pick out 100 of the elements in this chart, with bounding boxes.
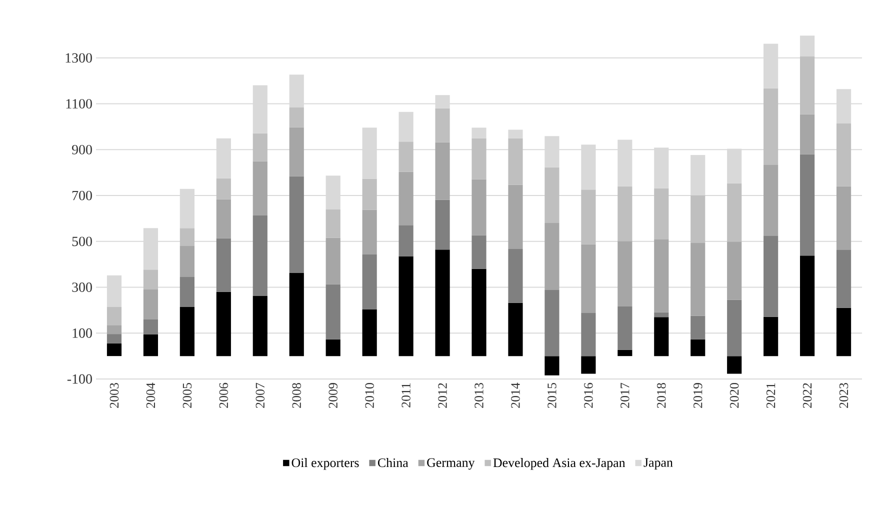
x-tick-label: 2003 (110, 383, 119, 408)
y-tick-label: -100 (67, 374, 92, 384)
bar (435, 200, 450, 250)
bar (654, 317, 669, 356)
bar (435, 108, 450, 142)
bar (472, 268, 486, 356)
x-tick-label: 2018 (657, 383, 666, 408)
bar (581, 356, 596, 374)
bar (508, 302, 523, 356)
bar (690, 339, 706, 356)
bar (508, 184, 523, 249)
bar (106, 343, 122, 356)
x-tick-label: 2009 (328, 383, 338, 408)
x-tick-label: 2016 (584, 382, 593, 408)
legend-label: Japan (644, 458, 673, 470)
bar (472, 179, 486, 236)
bar (690, 316, 706, 340)
bar (618, 186, 632, 242)
bar (216, 138, 231, 178)
bar (180, 246, 194, 277)
bar (544, 136, 560, 168)
y-tick-label: 1100 (66, 99, 92, 109)
bar (544, 167, 560, 224)
bar (216, 178, 231, 200)
bar (435, 95, 450, 108)
legend-label: Oil exporters (292, 458, 359, 470)
bar (216, 238, 231, 292)
bar (180, 188, 194, 228)
bar (435, 250, 450, 356)
bar (398, 172, 414, 226)
bar (836, 308, 852, 356)
bar (289, 273, 304, 356)
x-tick-label: 2010 (365, 383, 374, 408)
bar (836, 250, 852, 308)
x-tick-label: 2007 (256, 382, 265, 408)
legend-label: China (378, 458, 408, 468)
x-tick-label: 2013 (474, 383, 484, 408)
bar (326, 210, 340, 238)
x-tick-label: 2006 (219, 382, 228, 408)
x-tick-label: 2012 (438, 383, 447, 408)
bar (581, 144, 596, 190)
bar (618, 140, 632, 186)
bar (362, 254, 377, 310)
bar (326, 284, 340, 340)
y-tick-label: 900 (72, 144, 92, 154)
bar (836, 186, 852, 250)
bar (398, 142, 414, 172)
bar (289, 74, 304, 108)
y-tick-label: 100 (72, 328, 92, 338)
x-tick-label: 2005 (182, 383, 192, 408)
bar (727, 242, 742, 300)
bar (690, 154, 706, 196)
bar (252, 85, 268, 134)
bar (398, 256, 414, 356)
bar (764, 236, 778, 317)
bar (544, 223, 560, 290)
bar (654, 312, 669, 318)
bar (472, 235, 486, 269)
x-tick-label: 2021 (766, 383, 776, 408)
bar (106, 306, 122, 326)
bar (398, 112, 414, 142)
bar (106, 334, 122, 344)
bar (581, 312, 596, 356)
bar (618, 241, 632, 307)
bar (618, 350, 632, 356)
x-tick-label: 2004 (146, 382, 156, 408)
bar (216, 199, 231, 238)
x-tick-label: 2011 (402, 383, 410, 408)
bar (727, 356, 742, 374)
bar (326, 238, 340, 284)
bar (143, 334, 158, 356)
bar (362, 309, 377, 356)
x-tick-label: 2014 (511, 382, 520, 408)
bar (508, 248, 523, 303)
bar (289, 176, 304, 274)
bar (581, 190, 596, 244)
bar (472, 138, 486, 180)
bar (143, 290, 158, 320)
x-tick-label: 2022 (802, 383, 812, 408)
bar (362, 178, 377, 210)
bar (435, 142, 450, 200)
x-tick-label: 2015 (548, 383, 556, 408)
bar (800, 114, 815, 154)
bar (800, 36, 815, 57)
bar (362, 210, 377, 254)
bar (800, 154, 815, 256)
bar (143, 228, 158, 270)
bar (180, 306, 194, 356)
x-tick-label: 2019 (694, 383, 702, 408)
bar (180, 276, 194, 307)
bar (654, 148, 669, 188)
bar (544, 356, 560, 376)
bar (618, 306, 632, 350)
bar (362, 128, 377, 179)
bar (764, 316, 778, 356)
bar (289, 127, 304, 176)
bar (800, 56, 815, 114)
bar (326, 176, 340, 210)
x-tick-label: 2017 (620, 382, 630, 408)
legend-label: Developed Asia ex-Japan (493, 458, 626, 470)
